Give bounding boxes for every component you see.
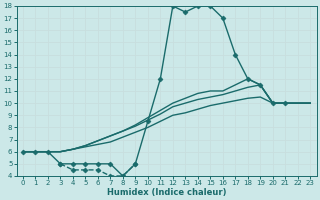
X-axis label: Humidex (Indice chaleur): Humidex (Indice chaleur) (107, 188, 226, 197)
